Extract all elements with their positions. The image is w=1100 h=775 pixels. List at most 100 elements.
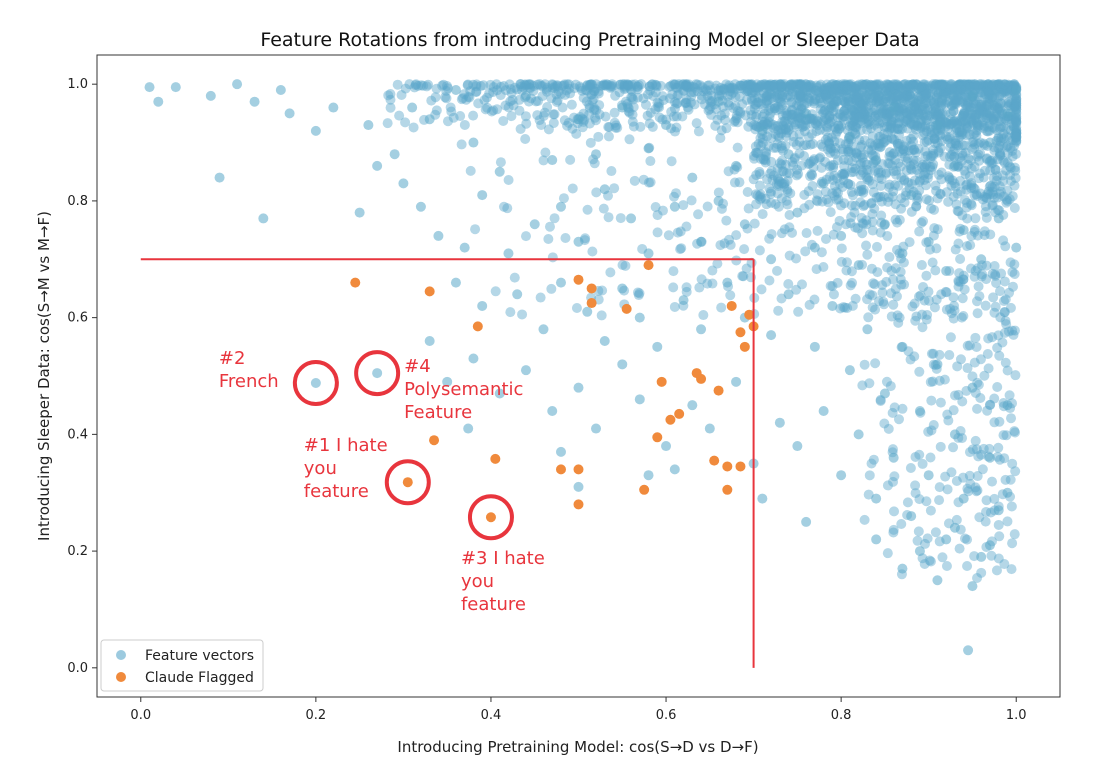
feature-vector-point <box>876 210 887 221</box>
feature-vector-point <box>929 128 940 139</box>
feature-vector-point <box>890 113 901 124</box>
feature-vector-point <box>748 174 759 185</box>
feature-vector-point <box>940 91 951 102</box>
feature-vector-point <box>840 139 851 150</box>
feature-vector-point <box>841 85 852 96</box>
feature-vector-point <box>777 166 788 177</box>
feature-vector-point <box>615 79 626 90</box>
feature-vector-point <box>931 79 942 90</box>
feature-vector-point <box>571 303 582 314</box>
feature-vector-point <box>917 159 928 170</box>
feature-vector-point <box>779 79 790 90</box>
feature-vector-point <box>978 122 989 133</box>
feature-vector-point <box>658 95 669 106</box>
feature-vector-point <box>782 184 793 195</box>
feature-vector-point <box>859 79 870 90</box>
feature-vector-point <box>870 88 881 99</box>
feature-vector-point <box>993 519 1004 530</box>
feature-vector-point <box>605 82 616 93</box>
feature-vector-point <box>607 79 618 90</box>
reference-lines <box>140 258 755 668</box>
feature-vector-point <box>558 80 569 91</box>
feature-vector-point <box>906 140 917 151</box>
feature-vector-point <box>936 97 947 108</box>
feature-vector-point <box>543 234 554 245</box>
feature-vector-point <box>917 82 928 93</box>
feature-vector-point <box>837 182 848 193</box>
feature-vector-point <box>863 144 874 155</box>
feature-vector-point <box>409 82 420 93</box>
feature-vector-point <box>882 91 893 102</box>
feature-vector-point <box>917 81 928 92</box>
feature-vector-point <box>463 91 474 102</box>
feature-vector-point <box>901 165 912 176</box>
feature-vector-point <box>599 184 610 195</box>
feature-vector-point <box>958 108 969 119</box>
feature-vector-point <box>870 165 881 176</box>
feature-vector-point <box>833 124 844 135</box>
feature-vector-point <box>955 82 966 93</box>
feature-vector-point <box>696 324 707 335</box>
feature-vector-point <box>772 172 783 183</box>
feature-vector-point <box>803 132 814 143</box>
feature-vector-point <box>817 109 828 120</box>
feature-vector-point <box>971 120 982 131</box>
legend-marker-claude-flagged <box>116 672 126 682</box>
feature-vector-point <box>702 90 713 101</box>
feature-vector-point <box>939 374 950 385</box>
feature-vector-point <box>410 80 421 91</box>
feature-vector-point <box>657 91 668 102</box>
feature-vector-point <box>488 86 499 97</box>
feature-vector-point <box>815 152 826 163</box>
feature-vector-point <box>966 115 977 126</box>
feature-vector-point <box>715 133 726 144</box>
feature-vector-point <box>869 80 880 91</box>
feature-vector-point <box>956 85 967 96</box>
feature-vector-point <box>1009 162 1020 173</box>
feature-vector-point <box>786 97 797 108</box>
feature-vector-point <box>995 116 1006 127</box>
y-tick-label: 0.2 <box>67 544 88 559</box>
feature-vector-point <box>990 103 1001 114</box>
claude-flagged-point <box>424 286 435 297</box>
feature-vector-point <box>993 213 1004 224</box>
feature-vector-point <box>961 202 972 213</box>
feature-vector-point <box>935 86 946 97</box>
feature-vector-point <box>411 79 422 90</box>
feature-vector-point <box>782 110 793 121</box>
feature-vector-point <box>742 85 753 96</box>
feature-vector-point <box>758 103 769 114</box>
feature-vector-point <box>1009 180 1020 191</box>
feature-vector-point <box>756 79 767 90</box>
feature-vector-point <box>962 81 973 92</box>
feature-vector-point <box>854 135 865 146</box>
feature-vector-point <box>957 112 968 123</box>
feature-vector-point <box>777 81 788 92</box>
feature-vector-point <box>459 119 470 130</box>
feature-vector-point <box>1009 426 1020 437</box>
feature-vector-point <box>597 80 608 91</box>
feature-vector-point <box>952 79 963 90</box>
feature-vector-point <box>874 96 885 107</box>
feature-vector-point <box>847 190 858 201</box>
feature-vector-point <box>952 84 963 95</box>
feature-vector-point <box>994 123 1005 134</box>
feature-vector-point <box>719 83 730 94</box>
feature-vector-point <box>529 219 540 230</box>
feature-vector-point <box>669 126 680 137</box>
feature-vector-point <box>584 118 595 129</box>
feature-vector-point <box>786 79 797 90</box>
feature-vector-point <box>840 96 851 107</box>
feature-vector-point <box>729 116 740 127</box>
feature-vector-point <box>615 213 626 224</box>
feature-vector-point <box>909 101 920 112</box>
feature-vector-point <box>503 102 514 113</box>
feature-vector-point <box>768 79 779 90</box>
feature-vector-point <box>903 79 914 90</box>
feature-vector-point <box>1006 118 1017 129</box>
feature-vector-point <box>551 89 562 100</box>
feature-vector-point <box>681 80 692 91</box>
claude-flagged-point <box>726 300 737 311</box>
feature-vector-point <box>555 446 566 457</box>
feature-vector-point <box>463 423 474 434</box>
